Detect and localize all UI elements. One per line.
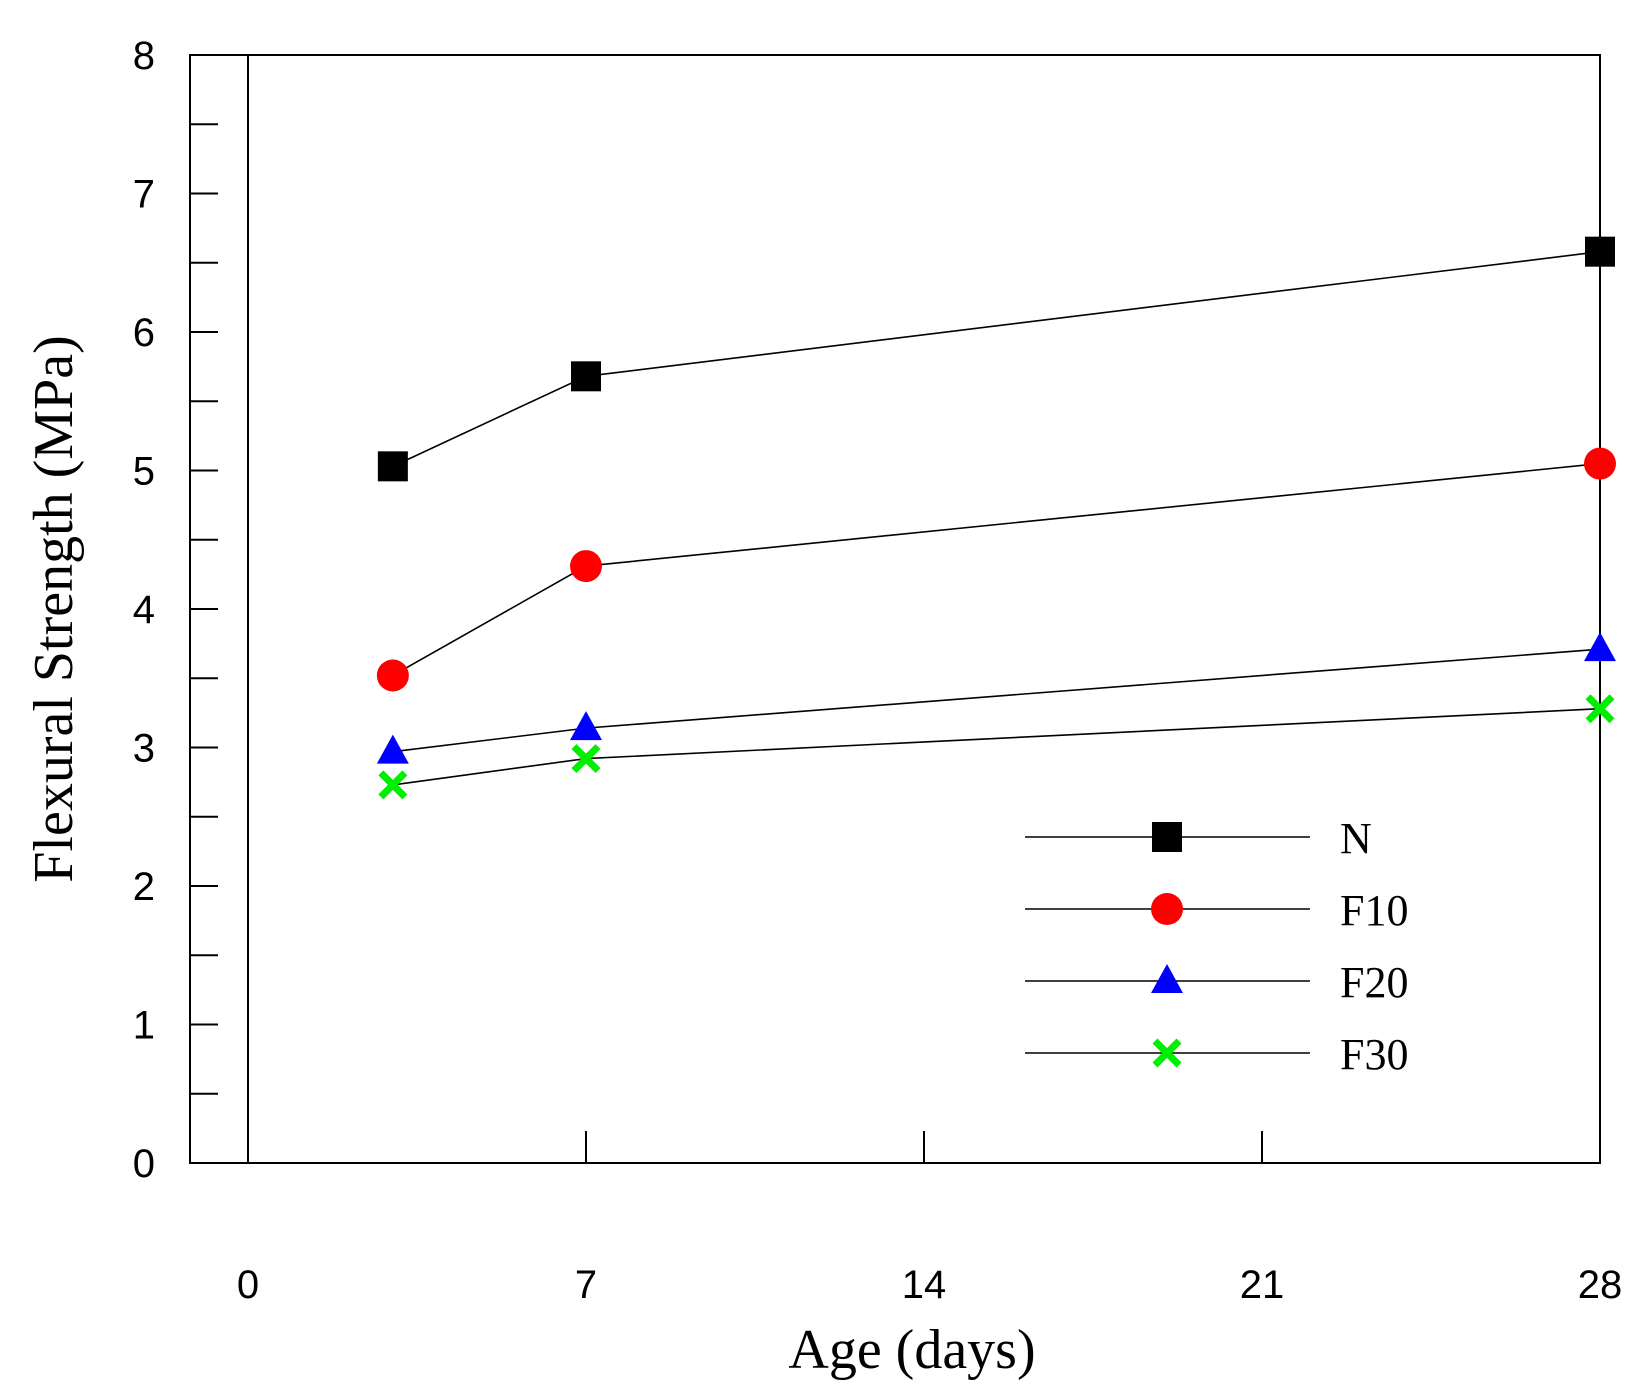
legend-item-f20: F20 bbox=[1025, 958, 1408, 1007]
x-tick-label: 14 bbox=[902, 1263, 947, 1307]
legend: N F10 F20 F30 bbox=[1025, 814, 1408, 1079]
cross-stroke bbox=[1585, 694, 1615, 724]
y-tick-label: 7 bbox=[133, 173, 155, 217]
y-axis-title: Flexural Strength (MPa) bbox=[23, 335, 85, 882]
y-tick-label: 1 bbox=[133, 1004, 155, 1048]
y-tick-label: 2 bbox=[133, 865, 155, 909]
x-tick-label: 21 bbox=[1240, 1263, 1285, 1307]
series-n-point bbox=[571, 361, 601, 392]
x-axis-title: Age (days) bbox=[788, 1319, 1035, 1381]
legend-marker bbox=[1151, 893, 1183, 925]
legend-label: F10 bbox=[1340, 886, 1408, 935]
cross-stroke bbox=[1152, 1038, 1182, 1068]
series-n-line bbox=[392, 250, 1601, 468]
series-f20-point bbox=[1584, 632, 1616, 662]
legend-label: F30 bbox=[1340, 1030, 1408, 1079]
legend-marker bbox=[1152, 822, 1182, 852]
series-f10-point bbox=[1584, 447, 1616, 480]
y-tick-label: 0 bbox=[133, 1142, 155, 1186]
series-f20-point bbox=[570, 711, 602, 741]
cross-stroke bbox=[571, 744, 601, 774]
series-f30-point bbox=[571, 744, 601, 774]
series-f30 bbox=[378, 694, 1615, 800]
x-tick-label: 7 bbox=[575, 1263, 597, 1307]
legend-marker bbox=[1152, 1038, 1182, 1068]
legend-label: F20 bbox=[1340, 958, 1408, 1007]
y-tick-label: 8 bbox=[133, 34, 155, 78]
legend-item-f30: F30 bbox=[1025, 1030, 1408, 1079]
cross-stroke bbox=[378, 770, 408, 800]
x-tick-label: 0 bbox=[237, 1263, 259, 1307]
series-f30-point bbox=[378, 770, 408, 800]
series-n-point bbox=[1585, 236, 1615, 267]
series-f30-point bbox=[1585, 694, 1615, 724]
y-tick-label: 5 bbox=[133, 450, 155, 494]
y-tick-label: 4 bbox=[133, 588, 155, 632]
series-f10 bbox=[376, 447, 1616, 692]
legend-marker bbox=[1151, 964, 1183, 993]
series-n bbox=[377, 236, 1615, 482]
legend-item-f10: F10 bbox=[1025, 886, 1408, 935]
y-tick-label: 6 bbox=[133, 311, 155, 355]
x-tick-label: 28 bbox=[1578, 1263, 1623, 1307]
series-f10-point bbox=[570, 550, 602, 583]
series-n-point bbox=[377, 451, 408, 482]
legend-label: N bbox=[1340, 814, 1372, 863]
legend-item-n: N bbox=[1025, 814, 1372, 863]
y-tick-label: 3 bbox=[133, 727, 155, 771]
series-f20-point bbox=[376, 734, 409, 764]
series-f10-point bbox=[376, 659, 409, 692]
series-f20 bbox=[376, 632, 1616, 764]
